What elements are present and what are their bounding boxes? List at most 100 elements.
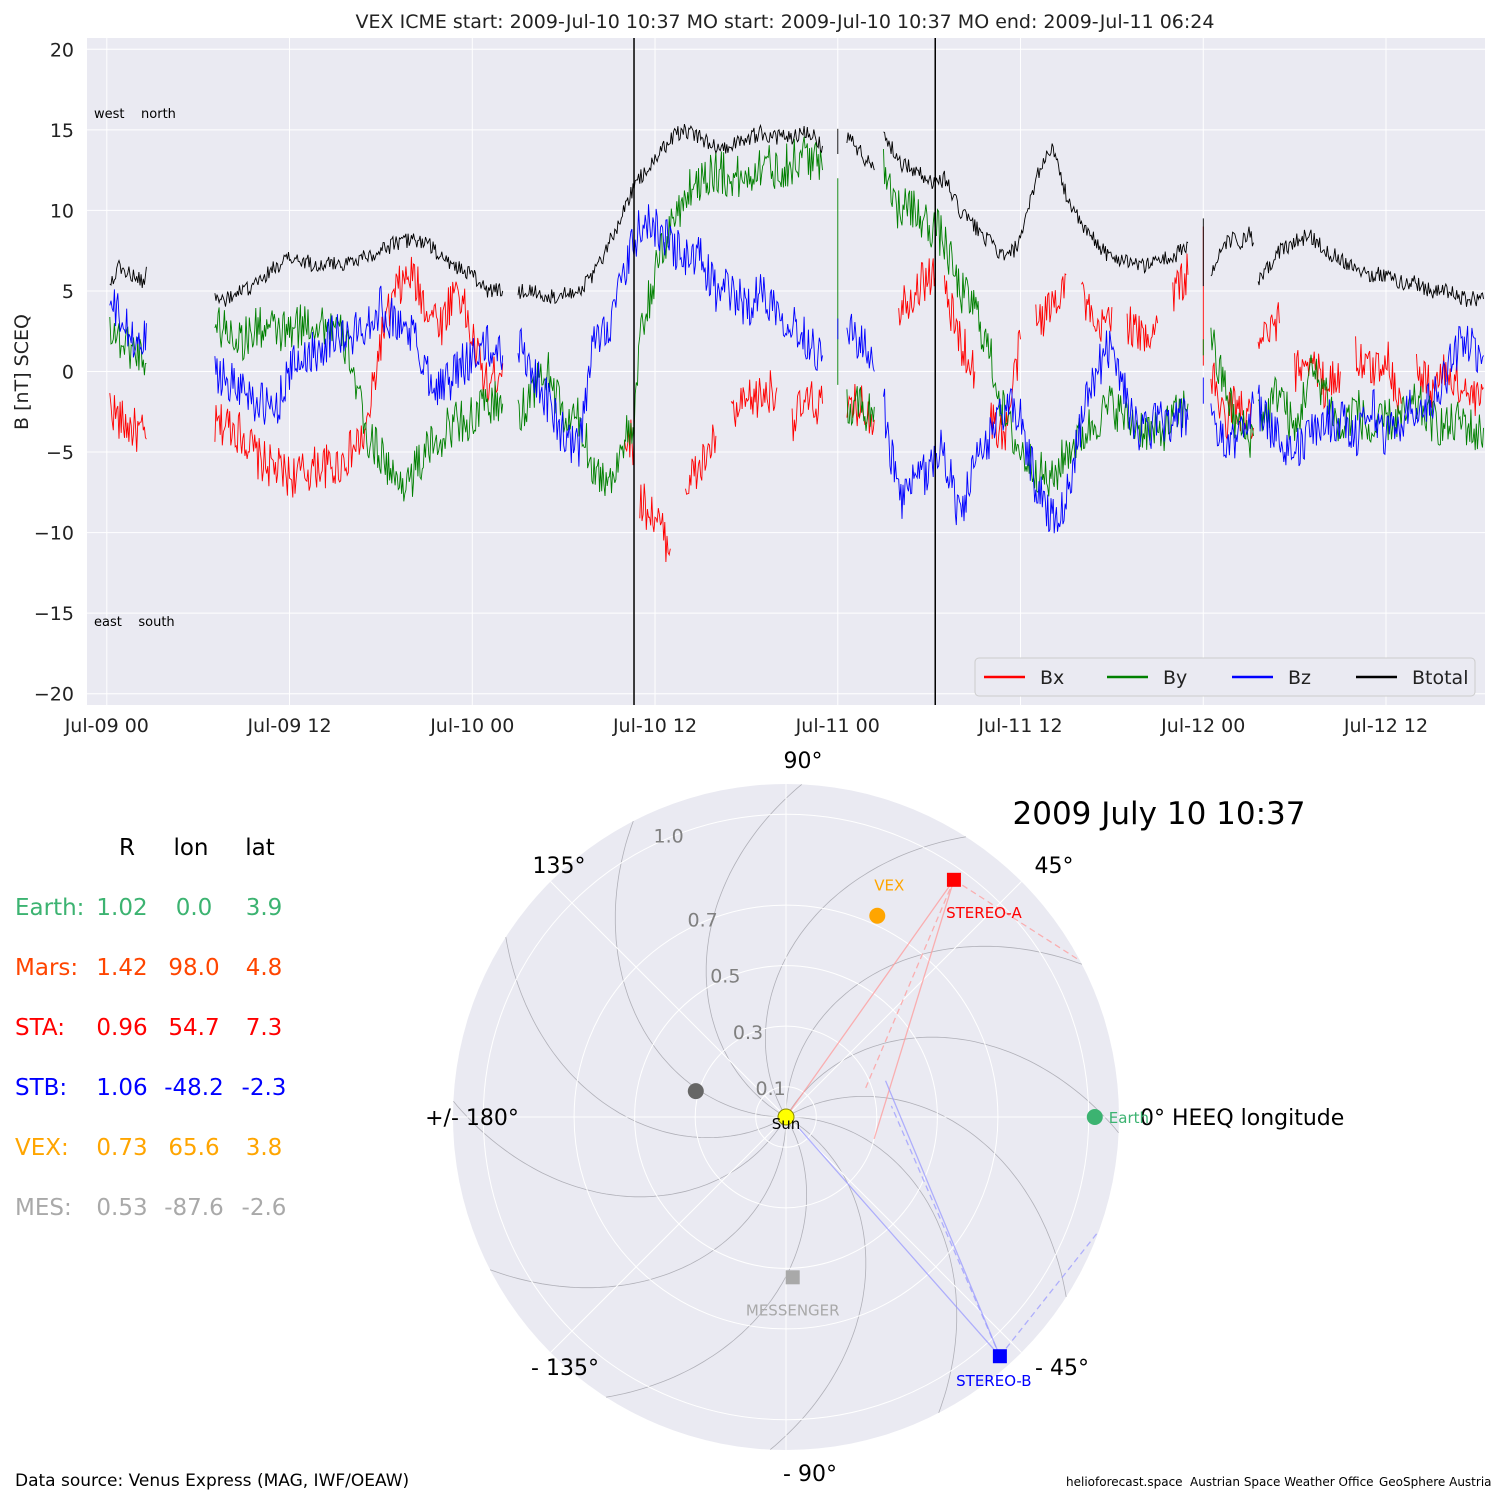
event-lines xyxy=(633,38,936,705)
credit-aswo: Austrian Space Weather Office xyxy=(1190,1475,1374,1489)
polar-plot: 0.1 0.3 0.5 0.7 1.0 0° HEEQ longitude 45° 90° 13… xyxy=(425,749,1344,1487)
series-line-bx xyxy=(1257,302,1280,349)
parker-spiral xyxy=(765,836,966,1118)
parker-spiral xyxy=(505,937,787,1138)
table-cell: 7.3 xyxy=(246,1015,283,1041)
series-line-bz xyxy=(517,204,823,467)
data-source: Data source: Venus Express (MAG, IWF/OEA… xyxy=(15,1471,409,1491)
angular-gridline xyxy=(550,881,787,1118)
angle-label: 0° HEEQ longitude xyxy=(1140,1106,1344,1131)
series-line-bx xyxy=(1416,353,1484,417)
series-line-bx xyxy=(1126,306,1159,352)
y-tick-label: 20 xyxy=(50,39,74,61)
timeseries-ticks: 20 15 10 5 0 −5 −10 −15 −20 Jul-09 00 Jul-09 12 Jul… xyxy=(34,39,1428,737)
series-line-bx xyxy=(1081,281,1113,342)
legend-label-bx: Bx xyxy=(1040,667,1064,689)
angular-gridline xyxy=(550,1116,787,1353)
y-tick-label: 15 xyxy=(50,120,74,142)
series-line-btotal xyxy=(1257,229,1484,307)
body-label: Earth xyxy=(1109,1109,1149,1127)
y-tick-label: 5 xyxy=(62,281,74,303)
series-line-bx xyxy=(989,329,1021,451)
body-marker-vex xyxy=(869,907,886,924)
position-table: R lon lat Earth: 1.02 0.0 3.9 Mars: 1.42 98.0 4… xyxy=(15,835,286,1221)
table-cell: 98.0 xyxy=(168,955,219,981)
table-cell: 4.8 xyxy=(246,955,283,981)
magnetic-connection-line xyxy=(865,879,955,1089)
series-line-bz xyxy=(109,289,147,358)
parker-spiral xyxy=(785,945,1083,1118)
table-cell: STA: xyxy=(15,1015,65,1041)
credit-helioforecast: helioforecast.space xyxy=(1066,1475,1183,1489)
table-cell: 1.42 xyxy=(96,955,147,981)
series-line-btotal xyxy=(109,259,147,289)
annotation-west-north: west north xyxy=(94,107,176,122)
legend-label-by: By xyxy=(1163,667,1187,689)
angle-label: - 90° xyxy=(783,1462,837,1487)
table-cell: -2.3 xyxy=(242,1075,287,1101)
series-line-bx xyxy=(730,370,778,427)
table-cell: 1.02 xyxy=(96,895,147,921)
series-line-bx xyxy=(898,258,936,326)
x-tick-label: Jul-10 12 xyxy=(612,715,697,737)
series-line-btotal xyxy=(517,123,823,305)
table-cell: 65.6 xyxy=(168,1135,219,1161)
angle-label: +/- 180° xyxy=(425,1106,519,1131)
legend-label-btotal: Btotal xyxy=(1412,667,1468,689)
series-line-by xyxy=(846,386,875,431)
magnetic-connection-line xyxy=(797,1126,1001,1357)
parker-spiral xyxy=(606,1116,807,1398)
series-line-bx xyxy=(1035,273,1067,337)
magnetic-connection-line xyxy=(953,879,1081,962)
radial-tick-label: 0.3 xyxy=(733,1022,763,1044)
table-cell: 3.8 xyxy=(246,1135,283,1161)
parker-spiral xyxy=(785,1116,958,1414)
radial-tick-label: 0.7 xyxy=(688,910,718,932)
series-line-bx xyxy=(943,275,976,389)
parker-spiral xyxy=(489,1116,787,1289)
magnetic-connection-line xyxy=(884,1080,1001,1357)
series-line-bz xyxy=(883,330,1189,534)
series-line-by xyxy=(1257,354,1484,451)
series-line-by xyxy=(214,304,504,502)
table-cell: 54.7 xyxy=(168,1015,219,1041)
x-tick-label: Jul-09 12 xyxy=(246,715,331,737)
body-marker-stereo-b xyxy=(992,1349,1007,1364)
legend: Bx By Bz Btotal xyxy=(974,657,1476,697)
table-cell: STB: xyxy=(15,1075,67,1101)
series-line-bx xyxy=(1294,350,1341,410)
series-line-bx xyxy=(214,256,504,498)
body-label: STEREO-A xyxy=(946,904,1022,922)
table-cell: 0.53 xyxy=(96,1195,147,1221)
series-line-bx xyxy=(791,381,823,442)
x-tick-label: Jul-12 12 xyxy=(1343,715,1428,737)
table-cell: 0.96 xyxy=(96,1015,147,1041)
table-cell: MES: xyxy=(15,1195,72,1221)
table-header-lon: lon xyxy=(173,835,208,861)
parker-spiral xyxy=(785,1036,1119,1133)
x-tick-label: Jul-11 00 xyxy=(795,715,880,737)
radial-tick-label: 0.5 xyxy=(710,966,740,988)
angle-label: 90° xyxy=(784,749,823,774)
parker-spiral xyxy=(770,1116,867,1450)
table-cell: -48.2 xyxy=(164,1075,224,1101)
series-line-bx xyxy=(1355,336,1402,414)
table-cell: Mars: xyxy=(15,955,78,981)
y-tick-label: −10 xyxy=(34,523,74,545)
credit-geosphere: GeoSphere Austria xyxy=(1379,1475,1492,1489)
body-marker-stereo-a xyxy=(946,872,961,887)
y-tick-label: 10 xyxy=(50,200,74,222)
parker-spiral xyxy=(785,1096,1067,1297)
series-line-bx xyxy=(1172,253,1189,312)
series-line-btotal xyxy=(846,132,875,171)
table-cell: -87.6 xyxy=(164,1195,224,1221)
angle-label: - 135° xyxy=(531,1356,599,1381)
parker-spiral xyxy=(614,820,787,1118)
table-cell: Earth: xyxy=(15,895,84,921)
body-marker-sun xyxy=(777,1108,795,1126)
series-line-bz xyxy=(846,313,875,372)
timeseries-title: VEX ICME start: 2009-Jul-10 10:37 MO sta… xyxy=(356,11,1215,33)
polar-title: 2009 July 10 10:37 xyxy=(1013,796,1306,832)
series-line-bx xyxy=(109,393,147,452)
angle-label: 45° xyxy=(1035,854,1074,879)
